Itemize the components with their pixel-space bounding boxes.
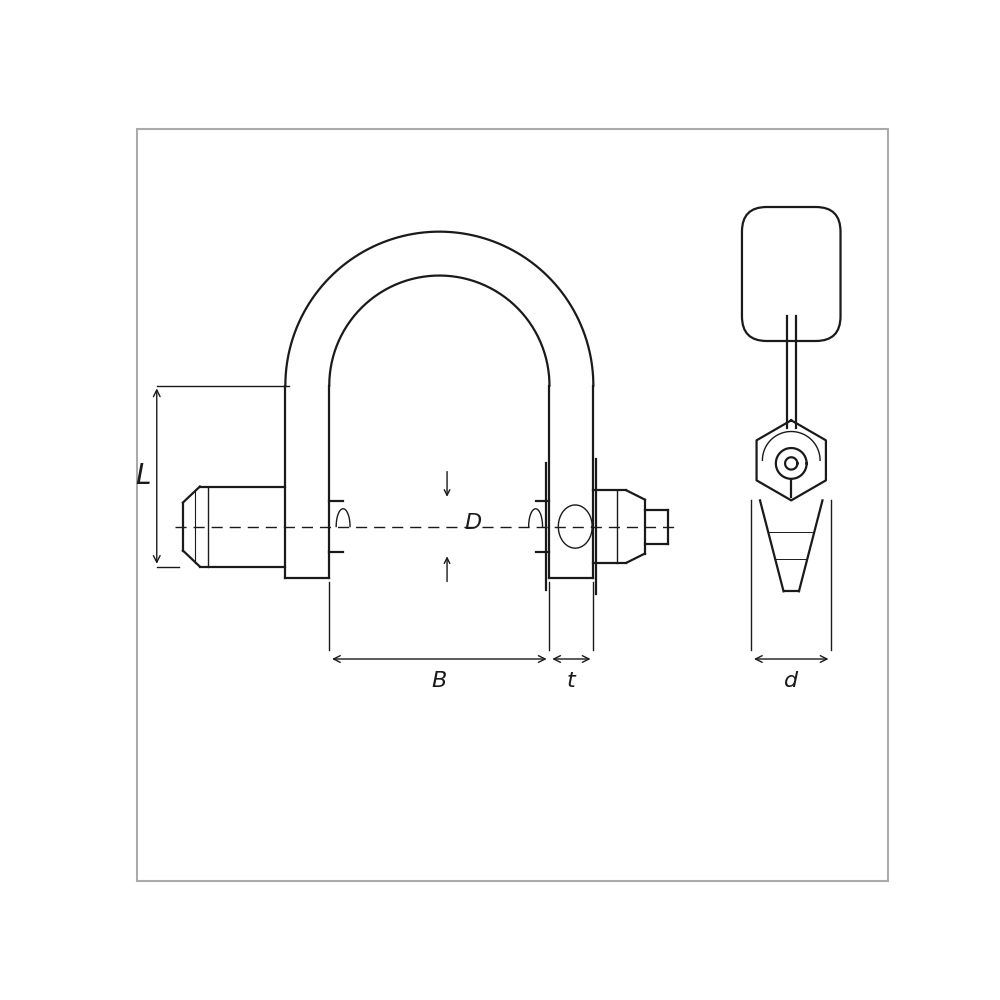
- Text: D: D: [464, 513, 481, 533]
- Text: L: L: [135, 462, 151, 490]
- Text: t: t: [567, 671, 576, 691]
- Text: d: d: [784, 671, 798, 691]
- Text: B: B: [432, 671, 447, 691]
